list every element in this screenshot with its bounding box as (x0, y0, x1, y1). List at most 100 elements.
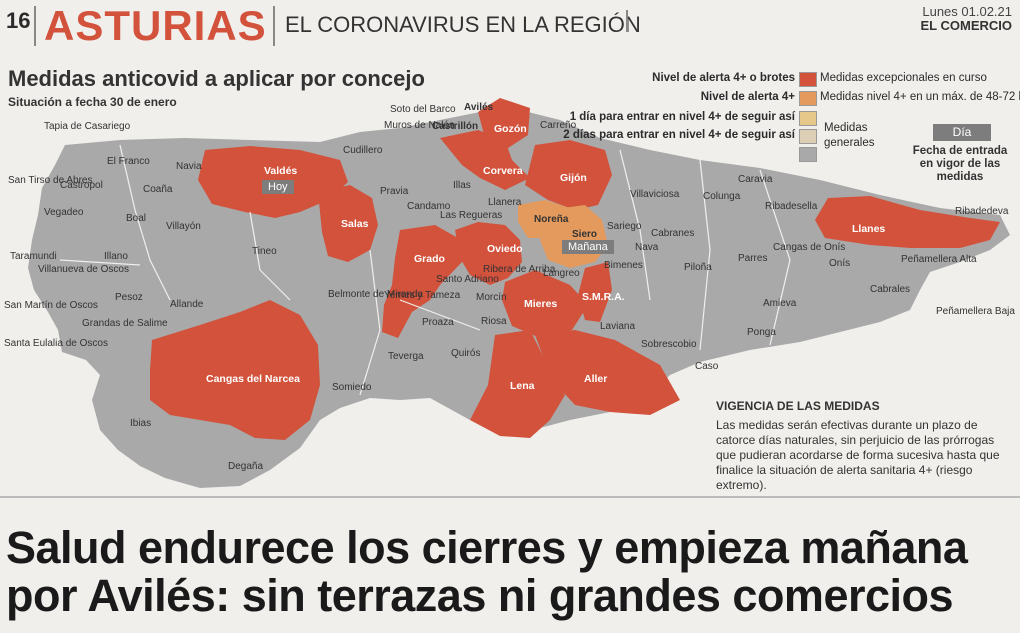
concejo-oviedo (455, 222, 522, 285)
label-candamo: Candamo (407, 201, 451, 212)
divider (273, 6, 275, 46)
label-castrillon: Castrillón (432, 121, 478, 132)
label-tapia: Tapia de Casariego (44, 121, 131, 132)
label-villayon: Villayón (166, 221, 201, 232)
label-pilona: Piloña (684, 262, 712, 273)
concejo-aller (535, 330, 680, 415)
page-number: 16 (6, 8, 31, 33)
label-somiedo: Somiedo (332, 382, 372, 393)
concejo-llanes (815, 196, 1000, 248)
section-title: ASTURIAS (44, 2, 267, 49)
vigencia-title: VIGENCIA DE LAS MEDIDAS (716, 399, 880, 413)
label-norena: Noreña (534, 214, 569, 225)
legend-left-label: 1 día para entrar en nivel 4+ de seguir … (569, 111, 795, 123)
label-castropol: Castropol (60, 180, 103, 191)
label-salas: Salas (341, 218, 369, 230)
concejo-gijon (525, 140, 612, 210)
legend-row-red: Nivel de alerta 4+ o brotes (560, 72, 795, 88)
newspaper-header: 16 ASTURIAS EL CORONAVIRUS EN LA REGIÓN … (0, 0, 1020, 50)
legend-swatch-gray (799, 147, 817, 162)
label-nava: Nava (635, 242, 659, 253)
label-siero: Siero (572, 229, 597, 240)
label-parres: Parres (738, 253, 767, 264)
legend-swatch-red (799, 72, 817, 87)
legend-right-label: Medidas nivel 4+ en un máx. de 48-72 h. (820, 91, 1020, 103)
label-penamellera-baja: Peñamellera Baja (936, 306, 1015, 317)
label-san-tirso: San Tirso de Abres (8, 175, 93, 186)
label-caravia: Caravia (738, 174, 773, 185)
legend-row-1day: 1 día para entrar en nivel 4+ de seguir … (540, 111, 795, 127)
newspaper-name: EL COMERCIO (920, 18, 1013, 33)
legend-left-label: 2 días para entrar en nivel 4+ de seguir… (563, 129, 795, 141)
label-bimenes: Bimenes (604, 260, 643, 271)
label-muros: Muros de Nalón (384, 120, 455, 131)
label-amieva: Amieva (763, 298, 797, 309)
issue-date: Lunes 01.02.21 (922, 4, 1012, 19)
concejo-corvera (440, 130, 530, 190)
concejo-grado (382, 225, 462, 338)
label-pesoz: Pesoz (115, 292, 143, 303)
legend-left-label: Nivel de alerta 4+ (700, 91, 795, 103)
section-topic: EL CORONAVIRUS EN LA REGIÓN (285, 12, 641, 37)
divider-rule (0, 496, 1020, 498)
divider (34, 6, 36, 46)
label-oviedo: Oviedo (487, 243, 523, 255)
concejo-smra (578, 262, 612, 322)
concejo-lena (470, 330, 565, 438)
map-title: Medidas anticovid a aplicar por concejo (8, 66, 425, 91)
label-morcin: Morcín (476, 292, 507, 303)
legend-date-box: Día (933, 124, 991, 141)
label-carreno: Carreño (540, 120, 577, 131)
label-santo-adriano: Santo Adriano (436, 274, 499, 285)
label-ponga: Ponga (747, 327, 776, 338)
label-grandas: Grandas de Salime (82, 318, 168, 329)
label-allande: Allande (170, 299, 204, 310)
label-aller: Aller (584, 373, 607, 385)
label-gijon: Gijón (560, 172, 587, 184)
label-taramundi: Taramundi (10, 251, 57, 262)
label-boal: Boal (126, 213, 146, 224)
label-villanueva: Villanueva de Oscos (38, 264, 129, 275)
label-ribadedeva: Ribadedeva (955, 206, 1009, 217)
label-cabranes: Cabranes (651, 228, 694, 239)
label-llanera: Llanera (488, 197, 522, 208)
concejo-mieres (502, 270, 588, 338)
label-valdes: Valdés (264, 165, 297, 177)
label-villaviciosa: Villaviciosa (630, 189, 680, 200)
legend-swatch-2days (799, 129, 817, 144)
date-tag-siero: Mañana (562, 240, 614, 254)
label-laviana: Laviana (600, 321, 635, 332)
label-corvera: Corvera (483, 165, 523, 177)
label-ibias: Ibias (130, 418, 151, 429)
divider (626, 10, 628, 32)
label-colunga: Colunga (703, 191, 741, 202)
label-belmonte: Belmonte de Miranda (328, 289, 423, 300)
label-cabrales: Cabrales (870, 284, 910, 295)
label-sariego: Sariego (607, 221, 642, 232)
label-ribera: Ribera de Arriba (483, 264, 556, 275)
label-santa-eulalia: Santa Eulalia de Oscos (4, 338, 108, 349)
label-penamellera-alta: Peñamellera Alta (901, 254, 977, 265)
asturias-map: Valdés Salas Grado Oviedo Gozón Corvera … (4, 98, 1015, 488)
label-tineo: Tineo (252, 246, 277, 257)
legend-right-label: Medidas generales (824, 122, 875, 149)
label-yernes: Yernes y Tameza (384, 290, 461, 301)
label-cangas-onis: Cangas de Onís (773, 242, 845, 253)
label-coana: Coaña (143, 184, 173, 195)
label-aviles: Avilés (464, 102, 494, 113)
label-ribadesella: Ribadesella (765, 201, 818, 212)
legend-right-label: Medidas excepcionales en curso (820, 72, 987, 84)
label-riosa: Riosa (481, 316, 507, 327)
label-illas: Illas (453, 180, 471, 191)
concejo-borders (59, 144, 791, 396)
label-llanes: Llanes (852, 223, 885, 235)
headline: Salud endurece los cierres y empieza mañ… (6, 522, 968, 621)
vigencia-text: Las medidas serán efectivas durante un p… (716, 418, 1000, 492)
label-degana: Degaña (228, 461, 263, 472)
label-caso: Caso (695, 361, 719, 372)
legend-row-2days: 2 días para entrar en nivel 4+ de seguir… (540, 129, 795, 145)
legend-swatch-1day (799, 111, 817, 126)
label-cudillero: Cudillero (343, 145, 383, 156)
label-quiros: Quirós (451, 348, 480, 359)
legend-date-description: Fecha de entrada en vigor de las medidas (912, 145, 1008, 183)
